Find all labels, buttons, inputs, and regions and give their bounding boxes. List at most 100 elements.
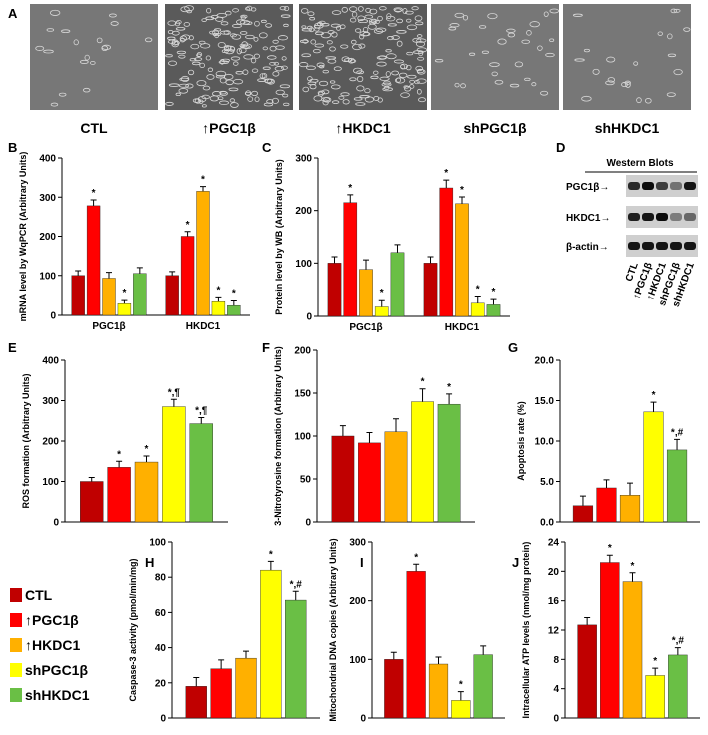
cell	[176, 50, 187, 55]
y-tick-label: 20.0	[535, 356, 555, 367]
significance-mark: *	[186, 220, 190, 231]
cell	[521, 39, 531, 44]
y-axis-label: Caspase-3 activity (pmol/min/mg)	[128, 558, 138, 701]
cell	[229, 98, 236, 103]
blot-band	[670, 242, 682, 250]
cell	[301, 53, 312, 58]
cell	[228, 87, 239, 92]
error-bar	[75, 270, 82, 276]
cell	[245, 34, 255, 40]
significance-mark: *	[652, 390, 656, 401]
cell	[244, 91, 251, 96]
blot-row-label: PGC1β→	[566, 182, 609, 193]
cell	[207, 67, 214, 73]
micrograph-label: ↑HKDC1	[335, 120, 390, 136]
cell	[351, 11, 358, 18]
cell	[645, 98, 652, 104]
cell	[387, 36, 394, 41]
cell	[254, 20, 260, 27]
significance-mark: *	[414, 552, 418, 563]
cell	[369, 8, 378, 15]
cell	[318, 20, 326, 25]
blot-band	[656, 182, 668, 190]
cell	[398, 72, 408, 78]
cell	[49, 9, 61, 16]
cell	[400, 63, 408, 70]
cell	[393, 59, 405, 64]
cell	[240, 14, 248, 19]
cell	[90, 60, 96, 65]
cell	[300, 8, 309, 14]
cell	[272, 39, 279, 44]
significance-mark: *,¶	[168, 387, 181, 398]
cell	[220, 30, 230, 35]
cell	[206, 7, 212, 14]
y-tick-label: 20	[548, 567, 560, 578]
cell	[275, 45, 285, 50]
cell	[171, 39, 179, 46]
cell	[605, 80, 615, 86]
cell	[302, 86, 310, 93]
cell	[258, 32, 268, 39]
cell	[583, 48, 591, 53]
cell	[301, 25, 307, 29]
error-bar	[627, 482, 633, 496]
cell	[353, 97, 363, 101]
cell	[400, 92, 410, 98]
cell	[357, 19, 369, 24]
cell	[326, 40, 333, 45]
legend-label: shHKDC1	[25, 687, 90, 703]
blot-band	[642, 242, 654, 250]
cell	[507, 32, 516, 38]
panel-letter: E	[8, 340, 17, 355]
cell	[183, 22, 191, 27]
significance-mark: *,#	[290, 579, 303, 590]
bar	[486, 304, 501, 317]
cell	[405, 18, 412, 23]
cell	[202, 85, 211, 91]
cell	[253, 37, 259, 42]
significance-mark: *	[460, 185, 464, 196]
y-tick-label: 40	[155, 643, 167, 654]
bar	[358, 442, 381, 523]
cell	[236, 19, 245, 25]
cell	[506, 28, 516, 33]
error-bar	[88, 476, 95, 482]
cell	[254, 96, 260, 103]
legend-label: shPGC1β	[25, 662, 88, 678]
panel-letter: A	[8, 6, 18, 21]
cell	[416, 68, 425, 74]
error-bar	[243, 650, 249, 659]
cell	[215, 74, 226, 79]
bar	[451, 700, 471, 719]
error-bar	[606, 554, 613, 563]
cell	[387, 23, 397, 27]
cell	[266, 99, 274, 104]
cell	[259, 73, 266, 79]
cell	[205, 55, 211, 61]
error-bar	[106, 272, 112, 279]
cell	[298, 62, 309, 68]
cell	[232, 8, 239, 13]
cell	[381, 82, 392, 87]
y-tick-label: 0	[553, 714, 559, 725]
cell	[497, 38, 507, 45]
cell	[239, 19, 251, 25]
cell	[206, 74, 215, 80]
bar	[384, 659, 404, 719]
error-bar	[474, 296, 481, 303]
cell	[338, 95, 345, 100]
y-tick-label: 15.0	[535, 396, 555, 407]
cell	[305, 65, 316, 71]
micrograph	[431, 4, 559, 110]
cell	[196, 80, 207, 87]
y-tick-label: 0	[306, 312, 312, 323]
bar	[189, 423, 213, 523]
error-bar	[394, 244, 401, 253]
blot-band	[628, 242, 640, 250]
cell	[331, 100, 340, 105]
cell	[358, 43, 366, 49]
bar	[572, 505, 594, 523]
cell	[271, 97, 279, 104]
cell	[236, 48, 242, 55]
